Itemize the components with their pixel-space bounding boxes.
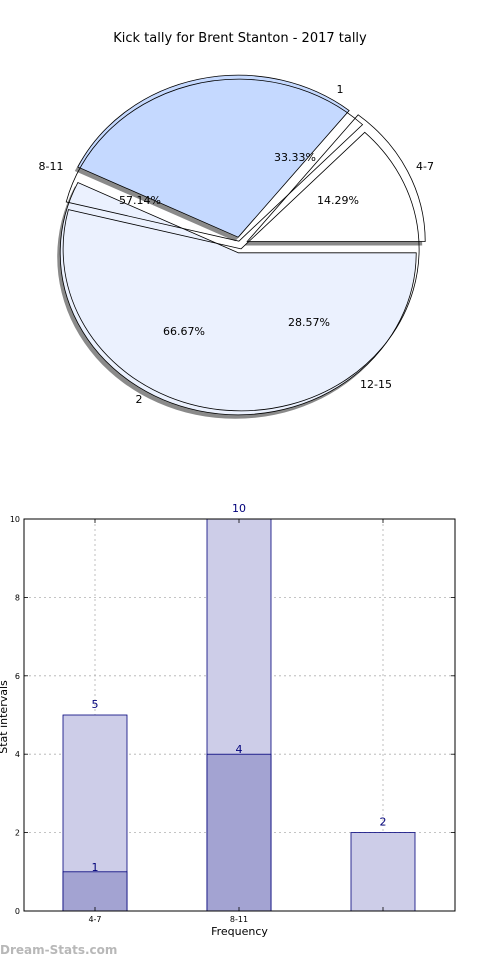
pie-inner-pct-2: 66.67% bbox=[163, 325, 205, 338]
pie-label-8-11: 8-11 bbox=[39, 160, 64, 173]
chart-title: Kick tally for Brent Stanton - 2017 tall… bbox=[113, 31, 367, 46]
y-tick-label: 4 bbox=[15, 750, 20, 759]
pie-inner-pct-1: 33.33% bbox=[274, 151, 316, 164]
bar-value-label: 1 bbox=[92, 861, 99, 874]
pie-inner-slice-2 bbox=[62, 131, 420, 412]
bar-12-15-total bbox=[350, 832, 416, 912]
pie-pct-4-7: 14.29% bbox=[317, 194, 359, 207]
pie-label-4-7: 4-7 bbox=[416, 160, 434, 173]
y-tick-label: 8 bbox=[15, 593, 20, 602]
watermark: Dream-Stats.com bbox=[0, 943, 118, 957]
pie-inner-label-2: 2 bbox=[136, 393, 143, 406]
pie-inner-label-1: 1 bbox=[337, 83, 344, 96]
bar-4-7-part bbox=[62, 871, 128, 912]
pie-pct-8-11: 57.14% bbox=[119, 194, 161, 207]
bar-value-label: 5 bbox=[92, 698, 99, 711]
pie-chart: 4-7 14.29% 12-15 28.57% 8-11 57.14% 1 33.33% 2 66… bbox=[39, 74, 434, 419]
bar-8-11-part bbox=[206, 753, 272, 912]
y-tick-label: 0 bbox=[15, 907, 20, 916]
x-tick-label: 4-7 bbox=[88, 915, 101, 924]
y-axis-label: Stat intervals bbox=[0, 680, 10, 754]
x-axis-label: Frequency bbox=[211, 925, 268, 938]
bar-value-label: 2 bbox=[380, 816, 387, 829]
y-tick-label: 2 bbox=[15, 829, 20, 838]
y-tick-label: 10 bbox=[10, 515, 20, 524]
pie-slice-4-7 bbox=[246, 114, 426, 242]
plot-frame bbox=[23, 518, 456, 912]
y-tick-label: 6 bbox=[15, 672, 20, 681]
bar-value-label: 10 bbox=[232, 502, 246, 515]
bar-value-label: 4 bbox=[236, 743, 243, 756]
pie-label-12-15: 12-15 bbox=[360, 378, 392, 391]
pie-inner-slice-1 bbox=[65, 78, 364, 242]
pie-slice-12-15 bbox=[77, 74, 350, 238]
x-tick-label: 8-11 bbox=[230, 915, 248, 924]
pie-pct-12-15: 28.57% bbox=[288, 316, 330, 329]
